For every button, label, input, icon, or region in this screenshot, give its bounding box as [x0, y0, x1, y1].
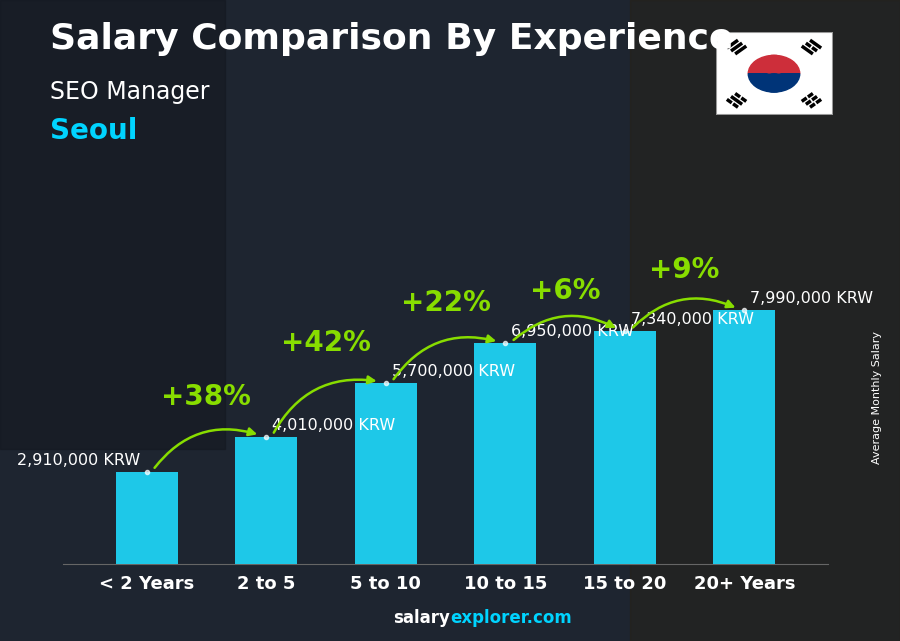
Text: salary: salary — [393, 609, 450, 627]
FancyArrowPatch shape — [393, 336, 493, 379]
Bar — [237, 437, 244, 564]
Text: +6%: +6% — [530, 277, 600, 305]
Text: +38%: +38% — [161, 383, 251, 411]
Bar — [474, 344, 536, 564]
Bar — [594, 331, 656, 564]
FancyArrowPatch shape — [514, 316, 614, 340]
Bar — [595, 331, 602, 564]
Text: +42%: +42% — [281, 329, 371, 357]
Wedge shape — [748, 74, 800, 92]
Circle shape — [761, 74, 787, 92]
Text: 7,990,000 KRW: 7,990,000 KRW — [751, 292, 873, 306]
Text: +9%: +9% — [650, 256, 720, 285]
Bar — [115, 472, 178, 564]
Bar — [117, 472, 124, 564]
Circle shape — [761, 55, 787, 74]
Wedge shape — [748, 55, 800, 74]
Text: Seoul: Seoul — [50, 117, 137, 145]
Text: +22%: +22% — [400, 290, 490, 317]
Bar — [475, 344, 483, 564]
Text: 6,950,000 KRW: 6,950,000 KRW — [511, 324, 634, 340]
Text: Average Monthly Salary: Average Monthly Salary — [872, 331, 883, 464]
Bar — [715, 310, 722, 564]
Bar — [355, 383, 417, 564]
Text: 5,700,000 KRW: 5,700,000 KRW — [392, 364, 515, 379]
FancyArrowPatch shape — [155, 429, 255, 468]
FancyBboxPatch shape — [716, 32, 832, 115]
Text: SEO Manager: SEO Manager — [50, 80, 209, 104]
Text: 2,910,000 KRW: 2,910,000 KRW — [17, 453, 140, 468]
FancyArrowPatch shape — [633, 299, 733, 328]
Text: explorer.com: explorer.com — [450, 609, 572, 627]
Bar — [235, 437, 297, 564]
Text: 7,340,000 KRW: 7,340,000 KRW — [631, 312, 754, 327]
Text: 4,010,000 KRW: 4,010,000 KRW — [272, 418, 395, 433]
FancyArrowPatch shape — [274, 376, 374, 433]
Bar — [713, 310, 776, 564]
Text: Salary Comparison By Experience: Salary Comparison By Experience — [50, 22, 733, 56]
Bar — [356, 383, 364, 564]
